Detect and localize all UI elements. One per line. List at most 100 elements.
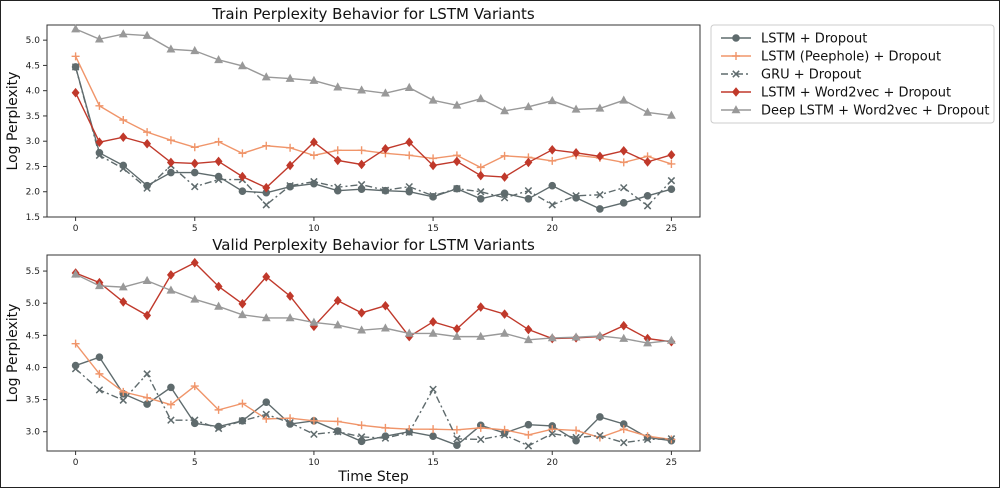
data-point bbox=[118, 282, 128, 291]
legend-label: GRU + Dropout bbox=[761, 68, 861, 83]
chart-panel-2: Valid Perplexity Behavior for LSTM Varia… bbox=[5, 236, 701, 485]
data-point bbox=[596, 205, 604, 213]
data-point bbox=[286, 143, 295, 152]
y-tick-label: 2.5 bbox=[26, 162, 40, 172]
data-point bbox=[237, 309, 247, 319]
data-point bbox=[667, 176, 676, 185]
data-point bbox=[572, 433, 580, 442]
data-point bbox=[595, 103, 605, 112]
data-point bbox=[405, 151, 414, 160]
data-point bbox=[357, 85, 367, 94]
data-point bbox=[595, 331, 605, 340]
data-point bbox=[262, 410, 270, 419]
series-x-3 bbox=[71, 365, 676, 450]
y-axis-label: Log Perplexity bbox=[5, 304, 21, 403]
x-tick-label: 25 bbox=[666, 458, 677, 468]
data-point bbox=[357, 437, 366, 446]
data-point bbox=[571, 332, 581, 341]
data-point bbox=[572, 148, 581, 158]
data-point bbox=[119, 132, 128, 142]
data-point bbox=[238, 299, 247, 309]
legend-box bbox=[710, 24, 995, 124]
x-tick-label: 20 bbox=[547, 458, 559, 468]
data-point bbox=[548, 156, 557, 165]
data-point bbox=[94, 281, 104, 290]
data-point bbox=[167, 383, 175, 392]
data-point bbox=[476, 195, 485, 203]
data-point bbox=[571, 104, 581, 113]
data-point bbox=[309, 416, 318, 425]
legend-label: Deep LSTM + Word2vec + Dropout bbox=[761, 104, 989, 119]
data-point bbox=[500, 425, 509, 434]
x-tick-label: 10 bbox=[308, 224, 320, 234]
data-point bbox=[476, 163, 485, 172]
data-point bbox=[94, 34, 104, 43]
y-tick-label: 5.0 bbox=[26, 299, 41, 309]
chart-panel-1: Train Perplexity Behavior for LSTM Varia… bbox=[5, 5, 701, 234]
y-tick-label: 5.5 bbox=[26, 267, 40, 277]
data-point bbox=[643, 435, 652, 444]
data-point bbox=[262, 272, 271, 282]
x-tick-label: 0 bbox=[73, 458, 79, 468]
data-point bbox=[238, 187, 247, 196]
data-point bbox=[572, 426, 581, 435]
data-point bbox=[333, 155, 342, 166]
data-point bbox=[143, 393, 152, 402]
data-point bbox=[143, 310, 152, 321]
y-tick-label: 3.5 bbox=[26, 112, 40, 122]
data-point bbox=[524, 186, 533, 195]
data-point bbox=[262, 141, 271, 150]
series-plus-2 bbox=[71, 52, 676, 172]
data-point bbox=[523, 102, 533, 111]
data-point bbox=[71, 24, 81, 33]
data-point bbox=[334, 183, 342, 191]
data-point bbox=[214, 424, 223, 433]
data-point bbox=[667, 159, 676, 168]
data-point bbox=[166, 157, 175, 168]
data-point bbox=[95, 151, 104, 160]
data-point bbox=[166, 270, 175, 280]
data-point bbox=[596, 413, 604, 421]
legend-marker bbox=[732, 87, 740, 97]
data-point bbox=[429, 160, 438, 171]
data-point bbox=[620, 183, 628, 192]
data-point bbox=[214, 301, 224, 310]
data-point bbox=[548, 145, 557, 155]
data-point bbox=[381, 144, 390, 154]
data-point bbox=[548, 425, 557, 434]
data-point bbox=[428, 95, 438, 104]
series-x-3 bbox=[71, 63, 676, 210]
data-point bbox=[167, 416, 175, 424]
data-point bbox=[405, 428, 413, 437]
data-point bbox=[524, 430, 533, 439]
legend-label: LSTM + Dropout bbox=[761, 32, 867, 47]
data-point bbox=[309, 75, 319, 84]
data-point bbox=[381, 423, 390, 432]
series-triangle-5 bbox=[71, 24, 676, 119]
x-axis-label: Time Step bbox=[337, 469, 409, 485]
data-point bbox=[191, 182, 199, 191]
data-point bbox=[333, 295, 342, 306]
data-point bbox=[643, 202, 652, 210]
data-point bbox=[143, 184, 151, 192]
series-line bbox=[74, 66, 672, 207]
data-point bbox=[500, 328, 510, 337]
series-line bbox=[75, 356, 672, 447]
data-point bbox=[238, 149, 247, 158]
data-point bbox=[190, 158, 199, 169]
legend-marker bbox=[731, 105, 741, 114]
data-point bbox=[309, 151, 318, 160]
y-tick-label: 3.0 bbox=[26, 428, 41, 438]
legend-label: LSTM (Peephole) + Dropout bbox=[761, 50, 941, 65]
data-point bbox=[596, 431, 604, 440]
chart-title: Valid Perplexity Behavior for LSTM Varia… bbox=[212, 236, 535, 254]
data-point bbox=[142, 30, 152, 39]
data-point bbox=[71, 87, 80, 98]
data-point bbox=[452, 425, 461, 434]
data-point bbox=[238, 399, 247, 408]
data-point bbox=[71, 339, 80, 348]
data-point bbox=[643, 107, 653, 116]
data-point bbox=[500, 106, 510, 115]
data-point bbox=[214, 156, 223, 167]
